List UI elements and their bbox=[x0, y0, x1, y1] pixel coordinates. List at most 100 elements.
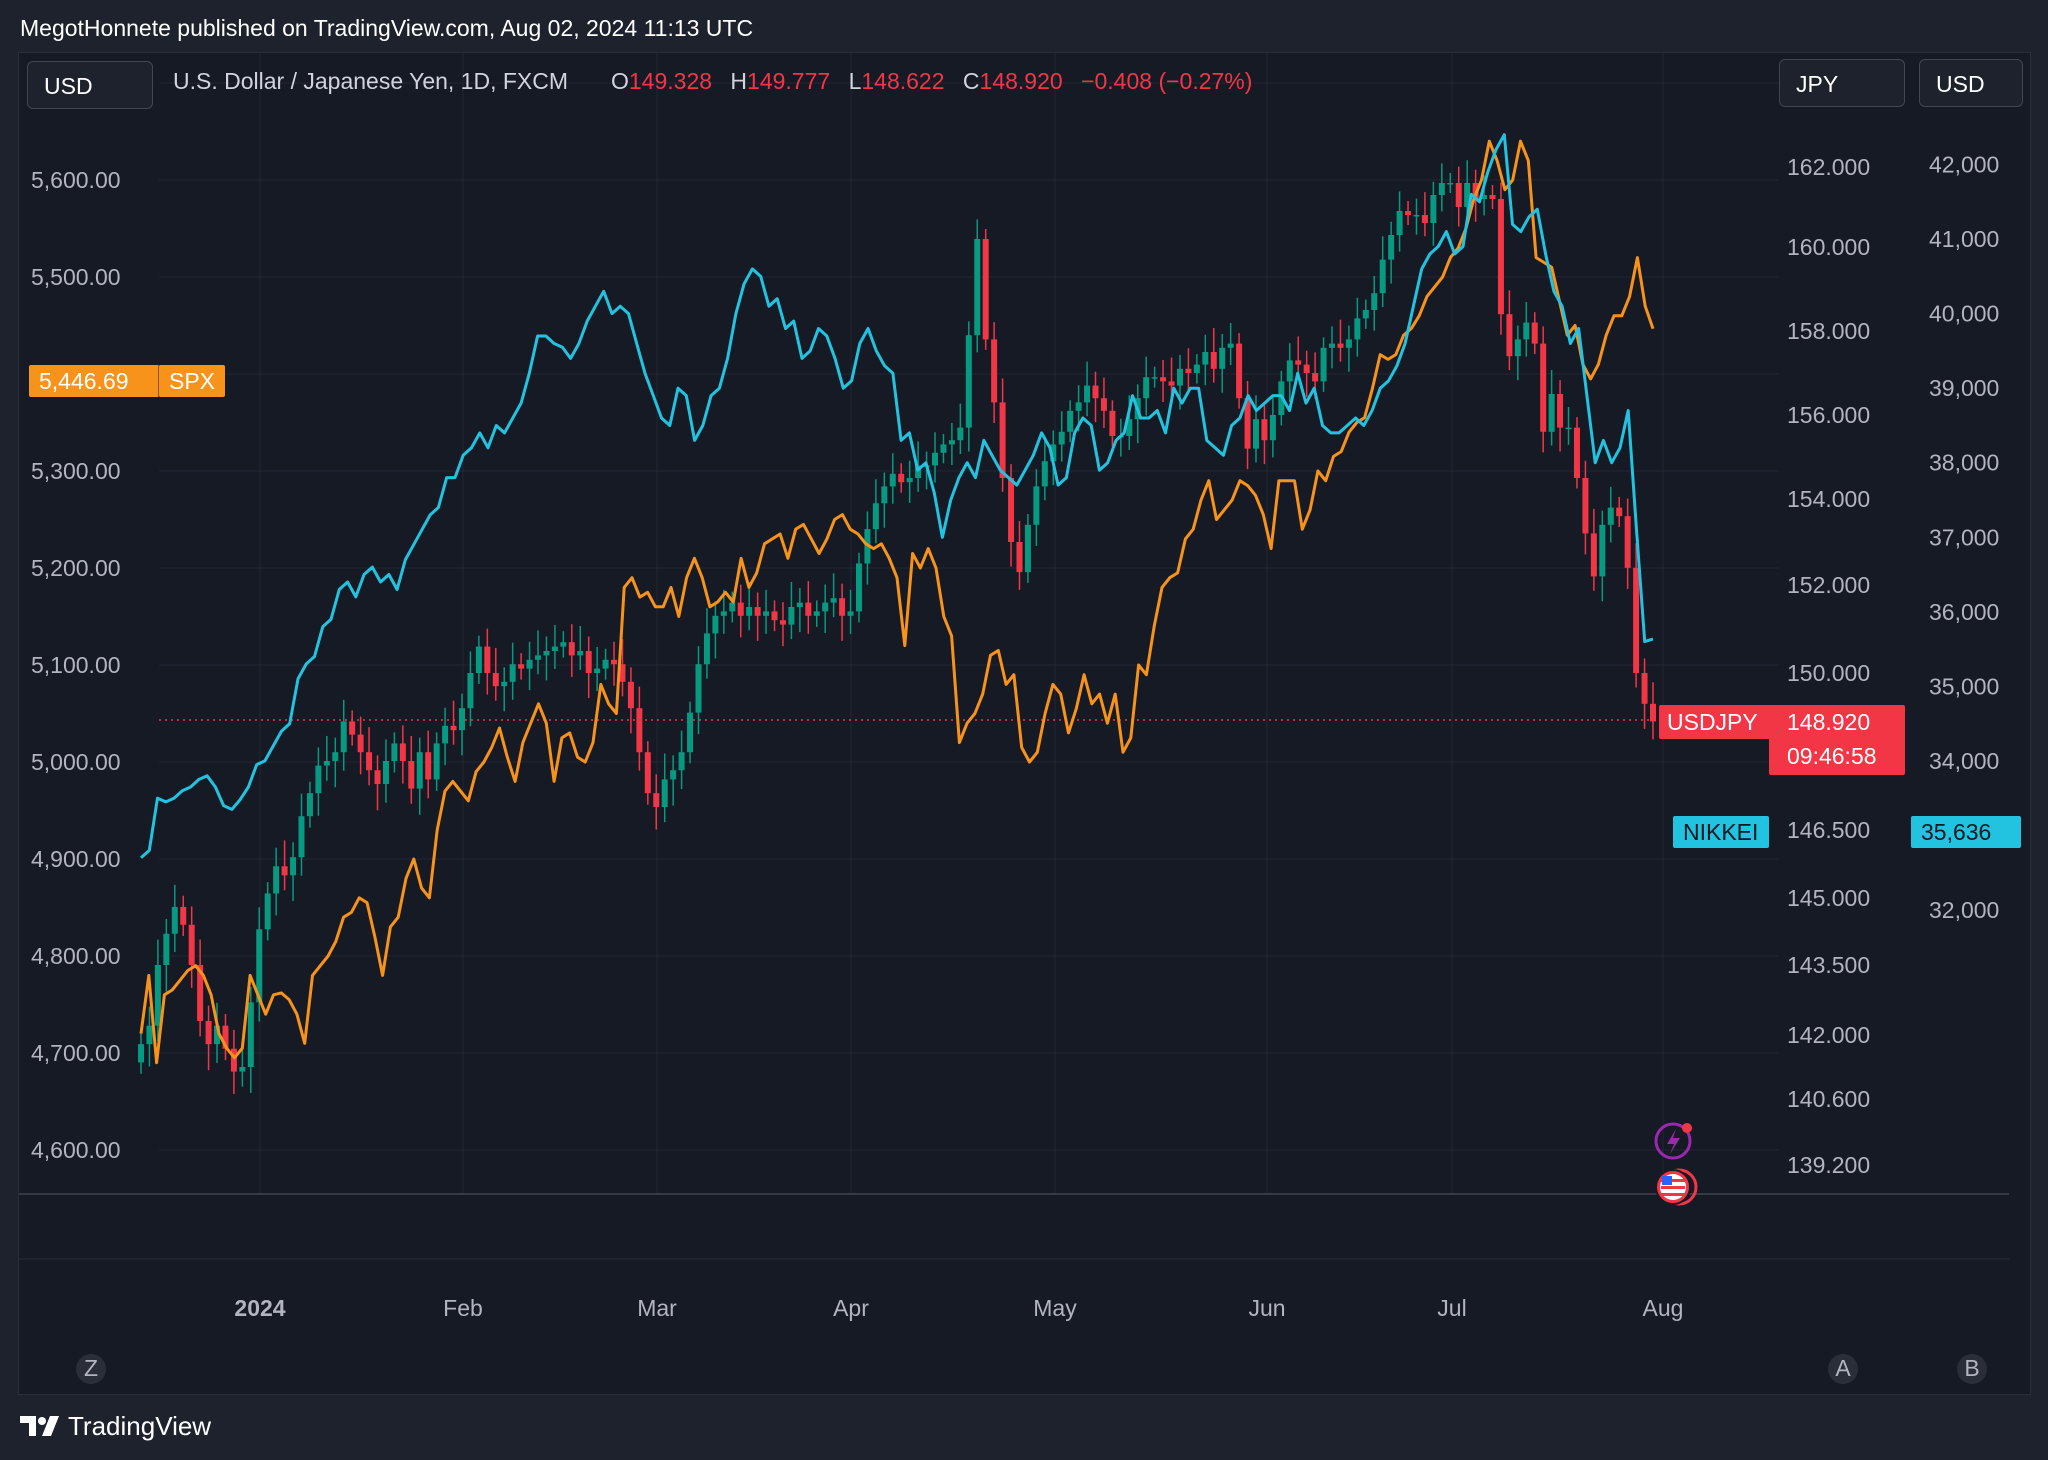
jpy-axis-tick-label: 158.000 bbox=[1787, 318, 1870, 344]
left-axis-tick-label: 5,100.00 bbox=[31, 652, 121, 678]
usdjpy-candle-body bbox=[999, 402, 1006, 478]
usdjpy-candle-body bbox=[1041, 461, 1048, 487]
usdjpy-candle-body bbox=[180, 906, 187, 925]
usdjpy-candle-body bbox=[442, 725, 449, 744]
usdjpy-candle-body bbox=[906, 478, 913, 483]
usdjpy-candle-body bbox=[1455, 183, 1462, 207]
usdjpy-candle-body bbox=[754, 607, 761, 616]
chart-canvas[interactable]: 5,700.005,600.005,500.005,400.005,300.00… bbox=[19, 53, 2030, 1394]
usdjpy-candle-body bbox=[1607, 507, 1614, 525]
usdjpy-candle-body bbox=[518, 664, 525, 669]
nikkei-axis-tick-label: 36,000 bbox=[1929, 599, 1999, 625]
usdjpy-candle-body bbox=[661, 779, 668, 807]
usdjpy-candle-body bbox=[1261, 419, 1268, 441]
usdjpy-candle-body bbox=[1438, 183, 1445, 195]
usdjpy-candle-body bbox=[1033, 486, 1040, 525]
usdjpy-candle-body bbox=[1624, 516, 1631, 568]
usdjpy-candle-body bbox=[1210, 352, 1217, 369]
usdjpy-candle-body bbox=[712, 615, 719, 634]
usdjpy-candle-body bbox=[1016, 542, 1023, 573]
usdjpy-candle-body bbox=[1126, 419, 1133, 436]
nikkei-price-axis: 43,00042,00041,00040,00039,00038,00037,0… bbox=[1929, 77, 1999, 923]
usdjpy-candle-body bbox=[1396, 211, 1403, 235]
usdjpy-candle-body bbox=[788, 607, 795, 625]
usdjpy-candle-body bbox=[1641, 673, 1648, 704]
usdjpy-candle-body bbox=[1506, 314, 1513, 357]
nikkei-axis-tick-label: 37,000 bbox=[1929, 524, 1999, 550]
usdjpy-candle-body bbox=[779, 620, 786, 625]
lightning-event-icon[interactable] bbox=[1654, 1122, 1692, 1160]
us-flag-event-icon[interactable] bbox=[1655, 1168, 1698, 1206]
usdjpy-candle-body bbox=[1067, 410, 1074, 432]
usdjpy-candle-body bbox=[1269, 415, 1276, 441]
usdjpy-candle-body bbox=[214, 1025, 221, 1045]
usdjpy-candle-body bbox=[526, 659, 533, 669]
usdjpy-candle-body bbox=[1312, 373, 1319, 382]
nikkei-value-badge: NIKKEI 35,636 bbox=[1673, 816, 2021, 848]
time-axis-side-button[interactable]: B bbox=[1957, 1354, 1987, 1384]
nikkei-axis-tick-label: 40,000 bbox=[1929, 301, 1999, 327]
usdjpy-candle-body bbox=[501, 681, 508, 687]
usdjpy-candle-body bbox=[855, 563, 862, 612]
usdjpy-candle-body bbox=[1151, 377, 1158, 379]
usdjpy-candle-body bbox=[594, 668, 601, 673]
usdjpy-candle-body bbox=[1286, 360, 1293, 382]
left-axis-tick-label: 5,200.00 bbox=[31, 555, 121, 581]
tradingview-brand: TradingView bbox=[68, 1411, 212, 1441]
usdjpy-candle-body bbox=[1489, 195, 1496, 199]
usdjpy-candle-body bbox=[1092, 385, 1099, 399]
usdjpy-candle-body bbox=[729, 602, 736, 612]
time-axis-label: Apr bbox=[833, 1295, 869, 1321]
usdjpy-candle-body bbox=[1405, 211, 1412, 215]
usdjpy-candle-body bbox=[619, 664, 626, 682]
jpy-axis-tick-label: 156.000 bbox=[1787, 402, 1870, 428]
legend-low: 148.622 bbox=[861, 68, 944, 94]
usdjpy-candle-body bbox=[1084, 385, 1091, 403]
usdjpy-candle-body bbox=[771, 611, 778, 621]
usdjpy-candle-body bbox=[1329, 343, 1336, 348]
usdjpy-candle-body bbox=[340, 721, 347, 753]
time-axis-side-button-label: Z bbox=[84, 1355, 98, 1381]
time-axis-side-button[interactable]: Z bbox=[76, 1354, 106, 1384]
usdjpy-candle-body bbox=[737, 602, 744, 616]
legend-high-label: H bbox=[730, 68, 747, 94]
usdjpy-candle-body bbox=[1616, 507, 1623, 517]
legend-high: 149.777 bbox=[747, 68, 830, 94]
left-currency-button[interactable]: USD bbox=[27, 61, 153, 109]
usdjpy-candle-body bbox=[416, 752, 423, 789]
usdjpy-candle-body bbox=[1143, 377, 1150, 399]
usdjpy-candle-body bbox=[323, 761, 330, 766]
usdjpy-candle-body bbox=[551, 646, 558, 651]
usdjpy-candle-body bbox=[171, 906, 178, 934]
usdjpy-candle-body bbox=[382, 761, 389, 784]
time-axis-side-button[interactable]: A bbox=[1828, 1354, 1858, 1384]
chart-frame[interactable]: 5,700.005,600.005,500.005,400.005,300.00… bbox=[18, 52, 2031, 1395]
svg-text:O149.328 H149.777: O149.328 H149.777 L148.622 C148.920 −0.4… bbox=[611, 68, 1252, 94]
usdjpy-candle-body bbox=[1303, 364, 1310, 373]
usdjpy-candle-body bbox=[366, 752, 373, 771]
tradingview-logo[interactable]: TradingView bbox=[20, 1406, 211, 1446]
usdjpy-candle-body bbox=[357, 734, 364, 753]
usdjpy-candle-body bbox=[915, 465, 922, 478]
right-currency-button-jpy[interactable]: JPY bbox=[1779, 59, 1905, 107]
usdjpy-candle-body bbox=[391, 743, 398, 761]
usdjpy-candle-body bbox=[1345, 339, 1352, 348]
spx-series-label: SPX bbox=[169, 368, 215, 394]
usdjpy-candle-body bbox=[1430, 195, 1437, 223]
usdjpy-candle-body bbox=[1236, 343, 1243, 399]
usdjpy-candle-body bbox=[889, 473, 896, 487]
usdjpy-candle-body bbox=[1582, 478, 1589, 534]
usdjpy-candle-body bbox=[475, 646, 482, 673]
right-currency-button-usd[interactable]: USD bbox=[1919, 59, 2023, 107]
usdjpy-candle-body bbox=[932, 452, 939, 466]
usdjpy-candle-body bbox=[163, 933, 170, 965]
time-axis-side-button-bg bbox=[1957, 1354, 1987, 1384]
usdjpy-candle-body bbox=[703, 633, 710, 665]
jpy-axis-tick-label: 150.000 bbox=[1787, 660, 1870, 686]
usdjpy-candle-body bbox=[433, 743, 440, 780]
usdjpy-candle-body bbox=[602, 659, 609, 669]
usdjpy-candle-body bbox=[872, 503, 879, 530]
time-axis-side-button-bg bbox=[76, 1354, 106, 1384]
usdjpy-candle-body bbox=[1219, 347, 1226, 369]
usdjpy-candle-body bbox=[991, 339, 998, 403]
